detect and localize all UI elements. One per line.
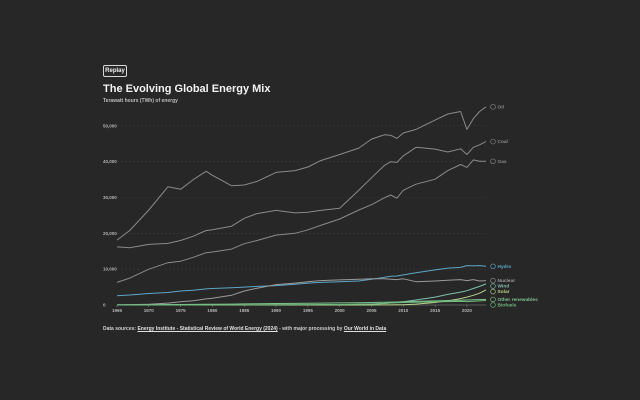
chart-title: The Evolving Global Energy Mix (103, 83, 271, 95)
y-axis-tick-labels: 0 10,000 20,000 30,000 40,000 50,000 (103, 123, 117, 307)
y-tick-label: 50,000 (103, 123, 117, 128)
series-name: Solar (498, 289, 510, 295)
y-tick-label: 20,000 (103, 231, 117, 236)
biofuels-icon (490, 302, 496, 308)
gas-icon (490, 158, 496, 165)
x-tick-label: 2015 (430, 308, 441, 313)
x-tick-label: 2000 (335, 308, 346, 313)
x-tick-label: 1975 (176, 308, 187, 313)
series-label-nuclear: Nuclear (490, 277, 516, 284)
series-line-nuclear (116, 278, 487, 306)
x-tick-label: 2010 (398, 308, 409, 313)
solar-icon (490, 288, 496, 295)
series-name: Nuclear (498, 278, 516, 284)
series-label-biofuels: Biofuels (490, 302, 517, 309)
series-name: Other renewables (498, 297, 539, 303)
series-name: Gas (498, 159, 507, 165)
y-tick-label: 0 (103, 303, 106, 308)
series-name: Biofuels (498, 303, 517, 309)
other-renewables-icon (490, 296, 496, 303)
series-name: Hydro (498, 264, 512, 270)
series-line-oil (116, 106, 487, 241)
series-label-wind: Wind (490, 283, 510, 290)
gridlines (116, 125, 486, 307)
series-label-other-renewables: Other renewables (490, 296, 539, 303)
source-link-owid[interactable]: Our World in Data (343, 326, 387, 332)
series-line-coal (116, 141, 487, 249)
replay-button[interactable]: Replay (103, 65, 127, 77)
y-tick-label: 10,000 (103, 267, 117, 272)
x-tick-label: 1970 (144, 308, 155, 313)
source-middle: - with major processing by (277, 326, 344, 332)
series-line-hydro (116, 265, 487, 297)
x-tick-label: 1995 (303, 308, 314, 313)
data-sources: Data sources: Energy Institute - Statist… (103, 326, 386, 332)
x-axis-tick-labels: 1965 1970 1975 1980 1985 1990 1995 2000 2005 2010… (112, 308, 472, 313)
series-label-coal: Coal (490, 138, 508, 145)
wind-icon (490, 283, 496, 289)
chart-subtitle: Terawatt hours (TWh) of energy (103, 98, 178, 104)
coal-icon (490, 138, 496, 145)
series-line-biofuels (117, 300, 487, 306)
x-tick-label: 1990 (271, 308, 282, 313)
x-tick-label: 1965 (112, 308, 123, 313)
series-line-gas (116, 159, 486, 283)
series-label-gas: Gas (490, 158, 507, 165)
x-tick-label: 2020 (462, 308, 473, 313)
series-label-solar: Solar (490, 288, 510, 295)
y-tick-label: 40,000 (103, 159, 117, 164)
series-line-other-renewables (117, 298, 487, 306)
x-tick-label: 1985 (239, 308, 250, 313)
x-tick-label: 2005 (366, 308, 377, 313)
nuclear-icon (490, 277, 496, 284)
series-label-hydro: Hydro (490, 263, 512, 270)
series-name: Oil (498, 104, 504, 110)
series-name: Coal (498, 139, 508, 145)
source-prefix: Data sources: (103, 326, 138, 332)
hydro-icon (490, 263, 496, 269)
oil-icon (490, 104, 496, 110)
series-name: Wind (498, 284, 510, 290)
y-tick-label: 30,000 (103, 195, 117, 200)
series-label-oil: Oil (490, 104, 504, 110)
source-link-energy-institute[interactable]: Energy Institute - Statistical Review of… (137, 326, 278, 332)
series-lines (116, 106, 487, 306)
x-tick-label: 1980 (207, 308, 218, 313)
